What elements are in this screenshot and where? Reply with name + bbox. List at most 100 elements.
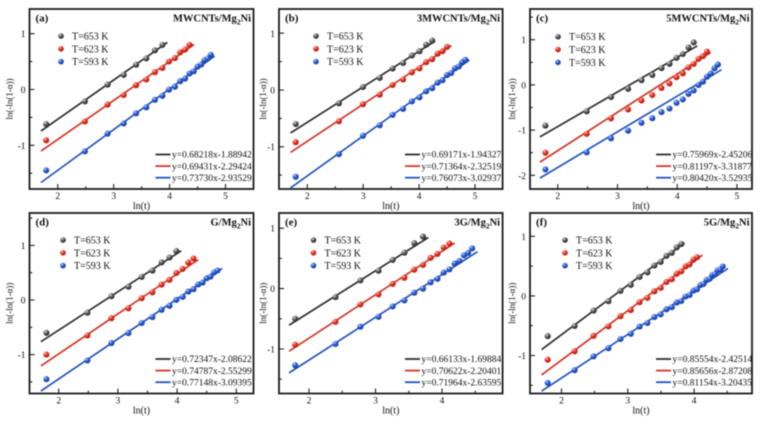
- svg-text:2: 2: [307, 397, 312, 407]
- svg-text:ln(-ln(1-α)): ln(-ln(1-α)): [5, 283, 15, 324]
- svg-text:4: 4: [417, 192, 422, 202]
- svg-text:T=653 K: T=653 K: [325, 236, 362, 247]
- svg-text:ln(t): ln(t): [133, 201, 150, 212]
- svg-text:ln(t): ln(t): [382, 406, 399, 417]
- svg-text:y=0.71364x-2.32519: y=0.71364x-2.32519: [422, 162, 502, 172]
- svg-text:G/Mg2Ni: G/Mg2Ni: [211, 218, 252, 231]
- svg-text:2: 2: [555, 192, 560, 202]
- svg-text:1: 1: [270, 225, 275, 235]
- svg-text:0: 0: [521, 81, 526, 91]
- svg-text:3: 3: [615, 192, 620, 202]
- svg-text:0: 0: [270, 285, 275, 295]
- svg-text:1: 1: [21, 30, 26, 40]
- svg-text:ln(-ln(1-α)): ln(-ln(1-α)): [507, 283, 517, 324]
- svg-text:1: 1: [521, 233, 526, 243]
- svg-text:y=0.69431x-2.29424: y=0.69431x-2.29424: [172, 162, 252, 172]
- svg-text:0: 0: [270, 87, 275, 97]
- svg-text:4: 4: [440, 397, 445, 407]
- svg-text:T=593 K: T=593 K: [569, 58, 606, 69]
- svg-text:(b): (b): [285, 13, 299, 25]
- svg-text:3MWCNTs/Mg2Ni: 3MWCNTs/Mg2Ni: [417, 14, 500, 27]
- svg-text:T=593 K: T=593 K: [576, 261, 613, 272]
- svg-text:-1: -1: [18, 351, 26, 361]
- svg-text:3G/Mg2Ni: 3G/Mg2Ni: [454, 218, 500, 231]
- svg-text:(a): (a): [36, 13, 49, 25]
- svg-text:2: 2: [559, 397, 564, 407]
- svg-text:T=653 K: T=653 K: [569, 32, 606, 43]
- svg-text:ln(t): ln(t): [632, 406, 649, 417]
- svg-text:1: 1: [521, 36, 526, 46]
- svg-text:4: 4: [167, 192, 172, 202]
- svg-text:y=0.72347x-2.08622: y=0.72347x-2.08622: [172, 355, 252, 365]
- svg-text:1: 1: [21, 242, 26, 252]
- svg-text:-1: -1: [267, 143, 275, 153]
- svg-text:0: 0: [521, 292, 526, 302]
- svg-text:T=653 K: T=653 K: [576, 236, 613, 247]
- svg-text:(e): (e): [285, 217, 298, 229]
- svg-text:3: 3: [361, 192, 366, 202]
- svg-text:ln(t): ln(t): [632, 201, 649, 212]
- svg-text:(c): (c): [536, 13, 549, 25]
- svg-text:y=0.75969x-2.45206: y=0.75969x-2.45206: [673, 151, 753, 161]
- svg-text:3: 3: [373, 397, 378, 407]
- svg-text:T=593 K: T=593 K: [325, 261, 362, 272]
- svg-text:5G/Mg2Ni: 5G/Mg2Ni: [704, 218, 750, 231]
- svg-text:T=593 K: T=593 K: [72, 57, 109, 68]
- svg-text:2: 2: [55, 192, 60, 202]
- svg-text:2: 2: [56, 397, 61, 407]
- svg-text:0: 0: [21, 86, 26, 96]
- svg-text:y=0.69171x-1.94327: y=0.69171x-1.94327: [422, 151, 502, 161]
- svg-text:y=0.70622x-2.20401: y=0.70622x-2.20401: [422, 367, 502, 377]
- svg-text:y=0.76073x-3.02937: y=0.76073x-3.02937: [422, 174, 502, 184]
- svg-text:y=0.68218x-1.88942: y=0.68218x-1.88942: [172, 151, 252, 161]
- svg-text:ln(-ln(1-α)): ln(-ln(1-α)): [258, 283, 268, 324]
- svg-text:ln(-ln(1-α)): ln(-ln(1-α)): [5, 78, 15, 119]
- svg-text:T=623 K: T=623 K: [327, 44, 364, 55]
- svg-text:5: 5: [234, 397, 239, 407]
- svg-text:2: 2: [305, 192, 310, 202]
- svg-text:MWCNTs/Mg2Ni: MWCNTs/Mg2Ni: [173, 14, 251, 27]
- svg-text:4: 4: [692, 397, 697, 407]
- svg-text:y=0.81154x-3.20435: y=0.81154x-3.20435: [673, 378, 753, 388]
- svg-text:-1: -1: [518, 352, 526, 362]
- svg-text:y=0.80420x-3.52935: y=0.80420x-3.52935: [673, 174, 753, 184]
- svg-text:(d): (d): [36, 217, 50, 229]
- svg-text:T=653 K: T=653 K: [327, 32, 364, 43]
- svg-text:T=623 K: T=623 K: [569, 45, 606, 56]
- svg-text:0: 0: [21, 297, 26, 307]
- svg-text:y=0.81197x-3.31877: y=0.81197x-3.31877: [673, 162, 753, 172]
- svg-text:T=653 K: T=653 K: [74, 236, 111, 247]
- svg-text:y=0.85554x-2.42514: y=0.85554x-2.42514: [673, 355, 753, 365]
- svg-text:5: 5: [473, 192, 478, 202]
- svg-text:3: 3: [116, 397, 121, 407]
- svg-text:ln(-ln(1-α)): ln(-ln(1-α)): [507, 78, 517, 119]
- svg-text:T=623 K: T=623 K: [325, 248, 362, 259]
- svg-text:ln(-ln(1-α)): ln(-ln(1-α)): [258, 78, 268, 119]
- svg-text:T=623 K: T=623 K: [576, 248, 613, 259]
- svg-text:5MWCNTs/Mg2Ni: 5MWCNTs/Mg2Ni: [666, 14, 749, 27]
- svg-text:T=623 K: T=623 K: [72, 44, 109, 55]
- svg-text:y=0.85656x-2.87208: y=0.85656x-2.87208: [673, 367, 753, 377]
- svg-text:1: 1: [270, 30, 275, 40]
- svg-text:T=593 K: T=593 K: [327, 57, 364, 68]
- svg-text:T=653 K: T=653 K: [72, 32, 109, 43]
- svg-text:ln(t): ln(t): [133, 406, 150, 417]
- svg-text:3: 3: [111, 192, 116, 202]
- svg-text:4: 4: [675, 192, 680, 202]
- svg-text:4: 4: [175, 397, 180, 407]
- svg-text:y=0.66133x-1.69884: y=0.66133x-1.69884: [422, 355, 502, 365]
- svg-text:ln(t): ln(t): [382, 201, 399, 212]
- svg-text:T=593 K: T=593 K: [74, 261, 111, 272]
- svg-text:y=0.74787x-2.55299: y=0.74787x-2.55299: [172, 367, 252, 377]
- svg-text:y=0.77148x-3.09395: y=0.77148x-3.09395: [172, 378, 252, 388]
- svg-text:-1: -1: [267, 346, 275, 356]
- svg-text:-2: -2: [518, 172, 526, 182]
- svg-text:3: 3: [625, 397, 630, 407]
- svg-text:5: 5: [735, 192, 740, 202]
- svg-text:5: 5: [223, 192, 228, 202]
- svg-text:-1: -1: [518, 127, 526, 137]
- svg-text:T=623 K: T=623 K: [74, 248, 111, 259]
- svg-text:y=0.71964x-2.63595: y=0.71964x-2.63595: [422, 378, 502, 388]
- svg-text:y=0.73730x-2.93529: y=0.73730x-2.93529: [172, 174, 252, 184]
- svg-text:(f): (f): [536, 217, 547, 229]
